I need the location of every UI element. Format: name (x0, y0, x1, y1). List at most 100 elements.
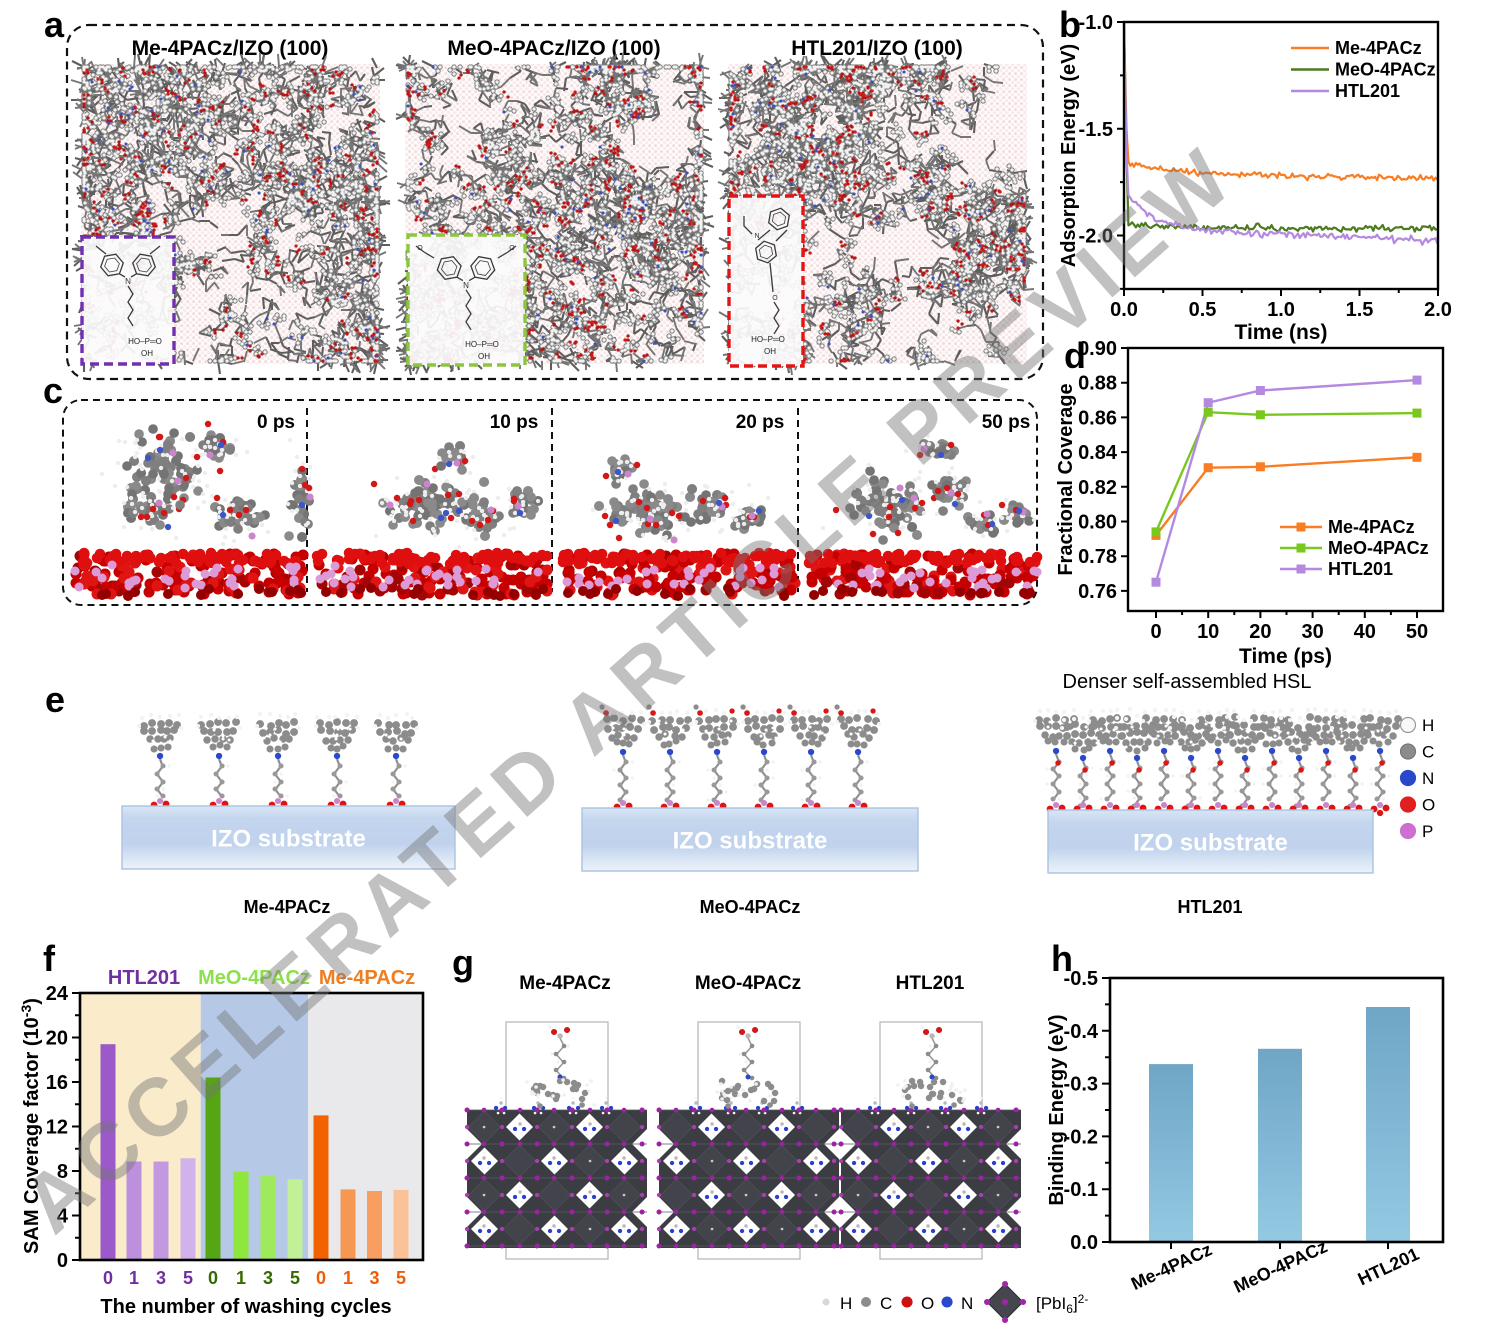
svg-text:-0.5: -0.5 (1064, 968, 1098, 990)
svg-text:0.0: 0.0 (1070, 1232, 1098, 1254)
svg-text:HTL201: HTL201 (108, 967, 180, 989)
svg-text:O: O (417, 245, 423, 252)
svg-text:-0.1: -0.1 (1064, 1179, 1098, 1201)
svg-text:H: H (840, 1294, 852, 1313)
svg-text:20: 20 (46, 1028, 68, 1050)
svg-text:d: d (1064, 335, 1086, 376)
svg-text:Denser self-assembled HSL: Denser self-assembled HSL (1063, 671, 1312, 693)
svg-text:0.90: 0.90 (1078, 338, 1117, 360)
svg-text:1: 1 (129, 1268, 139, 1288)
svg-text:-0.2: -0.2 (1064, 1126, 1098, 1148)
svg-text:MeO-4PACz: MeO-4PACz (700, 897, 801, 917)
svg-text:0.78: 0.78 (1078, 546, 1117, 568)
svg-text:12: 12 (46, 1117, 68, 1139)
svg-text:HO–P═O: HO–P═O (465, 340, 499, 349)
svg-text:4: 4 (57, 1206, 69, 1228)
svg-text:Me-4PACz/IZO (100): Me-4PACz/IZO (100) (132, 37, 329, 60)
svg-text:IZO substrate: IZO substrate (211, 826, 366, 853)
svg-text:N: N (1422, 769, 1434, 788)
svg-text:1.5: 1.5 (1346, 299, 1374, 321)
svg-text:20 ps: 20 ps (736, 412, 785, 433)
svg-text:0: 0 (57, 1250, 68, 1272)
svg-text:Me-4PACz: Me-4PACz (244, 897, 331, 917)
svg-text:Me-4PACz: Me-4PACz (1328, 517, 1415, 537)
svg-text:C: C (880, 1294, 892, 1313)
svg-text:HTL201: HTL201 (896, 973, 965, 994)
svg-text:Fractional Coverage: Fractional Coverage (1055, 383, 1077, 575)
svg-text:40: 40 (1354, 621, 1376, 643)
svg-text:e: e (45, 679, 65, 720)
svg-text:O: O (921, 1294, 934, 1313)
svg-text:MeO-4PACz: MeO-4PACz (1328, 538, 1429, 558)
svg-text:MeO-4PACz: MeO-4PACz (695, 973, 801, 994)
svg-text:a: a (44, 4, 65, 45)
svg-text:3: 3 (156, 1268, 166, 1288)
svg-text:1: 1 (343, 1268, 353, 1288)
svg-text:IZO substrate: IZO substrate (1133, 830, 1288, 857)
svg-text:50 ps: 50 ps (982, 412, 1031, 433)
svg-text:10: 10 (1197, 621, 1219, 643)
svg-text:Me-4PACz: Me-4PACz (319, 967, 415, 989)
svg-text:24: 24 (46, 983, 69, 1005)
svg-text:OH: OH (478, 352, 490, 361)
svg-text:HO–P═O: HO–P═O (751, 335, 785, 344)
svg-text:1.0: 1.0 (1267, 299, 1295, 321)
svg-text:MeO-4PACz: MeO-4PACz (198, 967, 310, 989)
svg-text:HTL201: HTL201 (1328, 559, 1393, 579)
svg-text:N: N (754, 233, 759, 240)
svg-text:50: 50 (1406, 621, 1428, 643)
svg-text:-2.0: -2.0 (1079, 226, 1113, 248)
svg-text:0.76: 0.76 (1078, 581, 1117, 603)
svg-text:3: 3 (263, 1268, 273, 1288)
svg-text:H: H (1422, 716, 1434, 735)
svg-text:OH: OH (141, 349, 153, 358)
svg-text:-1.0: -1.0 (1079, 12, 1113, 34)
svg-text:OH: OH (764, 347, 776, 356)
svg-text:16: 16 (46, 1072, 68, 1094)
svg-text:N: N (961, 1294, 973, 1313)
svg-text:0.88: 0.88 (1078, 373, 1117, 395)
svg-text:0: 0 (1150, 621, 1161, 643)
svg-text:30: 30 (1301, 621, 1323, 643)
svg-text:5: 5 (396, 1268, 406, 1288)
svg-text:Me-4PACz: Me-4PACz (519, 973, 611, 994)
svg-text:g: g (452, 942, 474, 983)
svg-text:0.80: 0.80 (1078, 512, 1117, 534)
svg-text:HTL201/IZO (100): HTL201/IZO (100) (791, 37, 963, 60)
svg-text:h: h (1051, 938, 1073, 979)
svg-text:1: 1 (236, 1268, 246, 1288)
svg-text:N: N (125, 277, 131, 286)
svg-text:2.0: 2.0 (1424, 299, 1452, 321)
svg-text:20: 20 (1249, 621, 1271, 643)
svg-text:0.86: 0.86 (1078, 407, 1117, 429)
svg-text:SAM Coverage factor (10-3): SAM Coverage factor (10-3) (18, 998, 43, 1254)
svg-text:Adsorption Energy (eV): Adsorption Energy (eV) (1058, 44, 1080, 267)
svg-text:Time (ns): Time (ns) (1235, 321, 1328, 344)
svg-text:IZO substrate: IZO substrate (673, 828, 828, 855)
svg-text:0.84: 0.84 (1078, 442, 1118, 464)
svg-text:-1.5: -1.5 (1079, 119, 1113, 141)
svg-text:O: O (509, 245, 515, 252)
svg-text:Me-4PACz: Me-4PACz (1335, 38, 1422, 58)
svg-text:0: 0 (316, 1268, 326, 1288)
svg-text:8: 8 (57, 1161, 68, 1183)
svg-text:C: C (1422, 743, 1434, 762)
svg-text:b: b (1059, 4, 1081, 45)
svg-text:5: 5 (183, 1268, 193, 1288)
svg-text:N: N (463, 281, 469, 290)
svg-text:The number of washing cycles: The number of washing cycles (100, 1296, 391, 1318)
svg-text:0.0: 0.0 (1110, 299, 1138, 321)
svg-text:P: P (1422, 822, 1433, 841)
svg-text:f: f (43, 938, 56, 979)
svg-text:-0.3: -0.3 (1064, 1074, 1098, 1096)
svg-text:O: O (1422, 796, 1435, 815)
svg-text:HO–P═O: HO–P═O (128, 337, 162, 346)
svg-text:Time (ps): Time (ps) (1239, 645, 1332, 668)
svg-text:-0.4: -0.4 (1064, 1021, 1099, 1043)
svg-text:MeO-4PACz/IZO (100): MeO-4PACz/IZO (100) (447, 37, 660, 60)
svg-text:Binding Energy (eV): Binding Energy (eV) (1046, 1014, 1068, 1205)
svg-text:c: c (43, 370, 63, 411)
svg-text:3: 3 (369, 1268, 379, 1288)
svg-text:MeO-4PACz: MeO-4PACz (1335, 60, 1436, 80)
svg-text:0: 0 (208, 1268, 218, 1288)
